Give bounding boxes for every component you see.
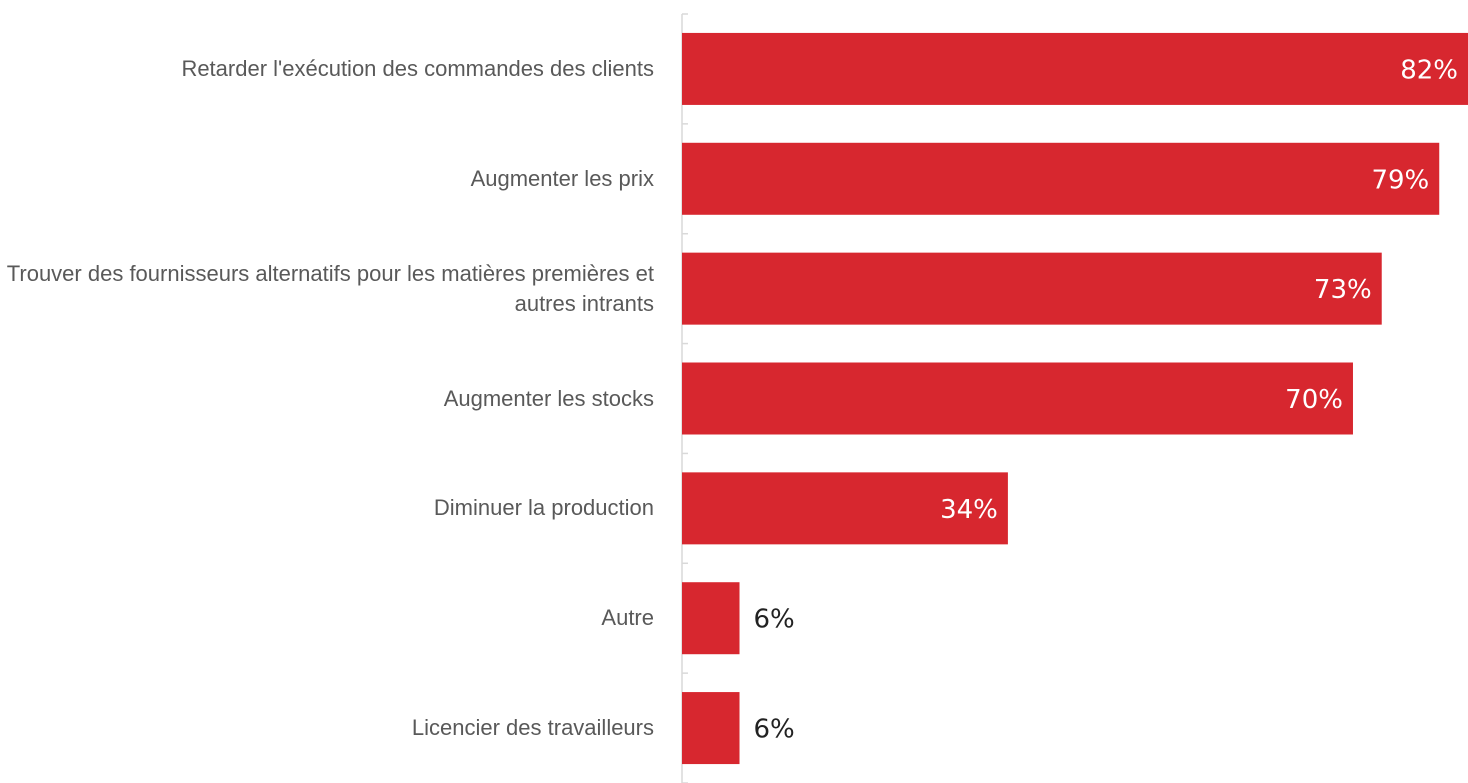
bar: [682, 472, 1008, 545]
data-label: 79%: [1371, 165, 1429, 195]
bar: [682, 142, 1440, 215]
category-label: Diminuer la production: [433, 495, 654, 521]
bar: [682, 362, 1353, 435]
data-label: 6%: [754, 715, 795, 745]
category-label: Augmenter les stocks: [443, 385, 654, 411]
bar: [682, 252, 1382, 325]
bar: [682, 692, 740, 765]
data-label: 82%: [1400, 55, 1458, 85]
category-label: Retarder l'exécution des commandes des c…: [181, 55, 654, 81]
bar: [682, 32, 1468, 105]
bar: [682, 582, 740, 655]
category-label: Trouver des fournisseurs alternatifs pou…: [6, 260, 654, 316]
data-label: 73%: [1314, 275, 1372, 305]
category-label: Autre: [601, 605, 654, 631]
data-label: 6%: [754, 605, 795, 635]
data-label: 70%: [1285, 385, 1343, 415]
category-label: Licencier des travailleurs: [411, 715, 654, 741]
category-label: Augmenter les prix: [470, 165, 654, 191]
data-label: 34%: [940, 495, 998, 525]
